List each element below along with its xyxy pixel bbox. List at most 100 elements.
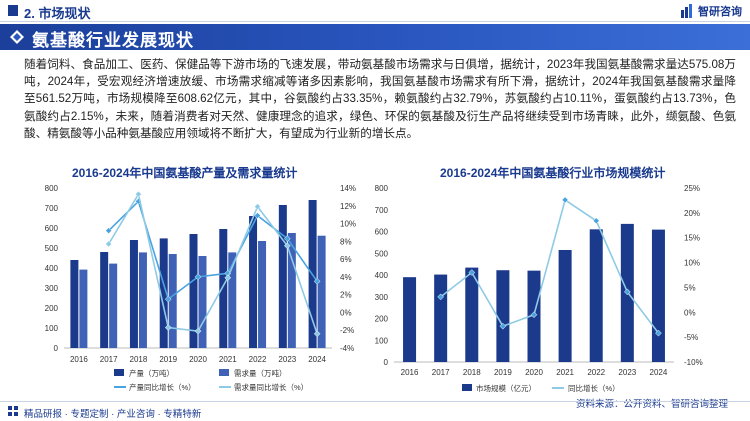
production-bar <box>249 216 258 348</box>
y-tick-label: 400 <box>45 264 59 273</box>
production-growth-point <box>194 273 202 281</box>
y2-tick-label: 6% <box>340 255 352 264</box>
demand-bar <box>138 252 147 348</box>
y2-tick-label: -5% <box>684 333 698 342</box>
body-paragraph: 随着饲料、食品加工、医药、保健品等下游市场的飞速发展，带动氨基酸市场需求与日俱增… <box>24 58 736 140</box>
y2-tick-label: 4% <box>340 273 352 282</box>
x-tick-label: 2023 <box>278 355 296 364</box>
market-size-bar <box>465 267 479 362</box>
x-tick-label: 2022 <box>249 355 267 364</box>
demand-bar <box>317 235 326 348</box>
y2-tick-label: 5% <box>684 283 696 292</box>
demand-growth-line <box>107 192 318 335</box>
demand-bar <box>287 232 296 348</box>
x-tick-label: 2021 <box>219 355 237 364</box>
demand-growth-point <box>135 190 142 198</box>
growth-point <box>592 217 600 225</box>
legend-swatch <box>114 369 124 376</box>
y-tick-label: 600 <box>45 224 59 233</box>
growth-point <box>561 196 569 204</box>
growth-point <box>623 288 631 296</box>
market-size-chart: 0 100 200 300 400 500 600 700 800 -10% -5% 0% 5% 10% 1… <box>375 184 703 393</box>
y-tick-label: 400 <box>375 271 389 280</box>
legend-label: 产量（万吨） <box>129 368 174 378</box>
y2-tick-label: 20% <box>684 209 700 218</box>
top-bar: 2. 市场现状 智研咨询 <box>0 0 750 22</box>
demand-bar <box>79 269 88 348</box>
market-size-bar <box>589 229 603 362</box>
left-chart-title: 2016-2024年中国氨基酸产量及需求量统计 <box>72 166 298 180</box>
x-tick-label: 2022 <box>587 368 605 377</box>
demand-growth-point <box>105 240 113 248</box>
y2-tick-label: 12% <box>340 202 356 211</box>
diamond-icon <box>10 30 24 44</box>
y2-tick-label: 25% <box>684 184 700 193</box>
x-tick-label: 2019 <box>159 355 177 364</box>
footer-divider <box>0 401 750 402</box>
y-tick-label: 800 <box>45 184 59 193</box>
y-tick-label: 100 <box>375 336 389 345</box>
y2-tick-label: 10% <box>340 220 356 229</box>
production-bar <box>129 240 138 348</box>
footer-tagline: 精品研报 · 专题定制 · 产业咨询 · 专精特新 <box>24 409 202 420</box>
demand-growth-point <box>254 203 261 211</box>
growth-point <box>530 311 538 319</box>
y2-tick-label: 0% <box>684 308 696 317</box>
demand-bar <box>198 256 207 348</box>
y-tick-label: 600 <box>375 228 389 237</box>
legend-label: 产量同比增长（%） <box>129 382 196 392</box>
x-tick-label: 2024 <box>308 355 326 364</box>
y2-tick-label: -4% <box>340 344 354 353</box>
y-tick-label: 200 <box>45 304 59 313</box>
y-tick-label: 500 <box>375 249 389 258</box>
legend-swatch <box>462 384 472 391</box>
y2-tick-label: 0% <box>340 308 352 317</box>
legend-swatch <box>219 369 229 376</box>
demand-bar <box>109 263 118 348</box>
x-tick-label: 2023 <box>618 368 636 377</box>
legend-label: 市场规模（亿元） <box>476 383 536 393</box>
production-growth-point <box>164 295 172 303</box>
source-note: 资料来源：公开资料、智研咨询整理 <box>575 399 728 410</box>
legend-label: 同比增长（%） <box>568 383 620 393</box>
x-tick-label: 2021 <box>556 368 574 377</box>
y-tick-label: 200 <box>375 315 389 324</box>
production-demand-chart: 0 100 200 300 400 500 600 700 800 -4% -2% 0% 2% 4% 6% 8… <box>45 184 356 392</box>
production-bar <box>278 205 287 348</box>
y2-tick-label: -2% <box>340 326 354 335</box>
growth-point <box>468 269 476 276</box>
y2-tick-label: 10% <box>684 259 700 268</box>
production-bar <box>100 252 109 348</box>
right-chart-title: 2016-2024年中国氨基酸行业市场规模统计 <box>440 166 666 180</box>
y-tick-label: 500 <box>45 244 59 253</box>
growth-point <box>655 329 662 337</box>
demand-growth-point <box>283 242 291 250</box>
page-title: 氨基酸行业发展现状 <box>32 31 194 50</box>
growth-point <box>437 293 445 301</box>
market-size-bar <box>403 277 417 362</box>
production-bar <box>219 229 228 348</box>
x-tick-label: 2018 <box>463 368 481 377</box>
y2-tick-label: 15% <box>684 234 700 243</box>
brand-name: 智研咨询 <box>698 6 742 18</box>
y-tick-label: 300 <box>375 293 389 302</box>
demand-growth-point <box>224 274 232 282</box>
y-tick-label: 700 <box>45 204 59 213</box>
market-size-bar <box>651 229 665 362</box>
y-tick-label: 0 <box>54 344 59 353</box>
legend-label: 需求量同比增长（%） <box>234 382 308 392</box>
production-growth-point <box>105 227 113 235</box>
growth-point <box>499 322 507 330</box>
x-tick-label: 2016 <box>70 355 88 364</box>
grid-icon <box>8 406 18 416</box>
demand-growth-point <box>194 327 202 335</box>
production-growth-point <box>283 235 291 243</box>
x-tick-label: 2018 <box>130 355 148 364</box>
production-growth-point <box>254 212 261 219</box>
x-tick-label: 2024 <box>650 368 668 377</box>
y-tick-label: 300 <box>45 284 59 293</box>
y-tick-label: 0 <box>384 358 389 367</box>
production-growth-point <box>313 277 321 285</box>
x-tick-label: 2017 <box>100 355 118 364</box>
y2-tick-label: 14% <box>340 184 356 193</box>
